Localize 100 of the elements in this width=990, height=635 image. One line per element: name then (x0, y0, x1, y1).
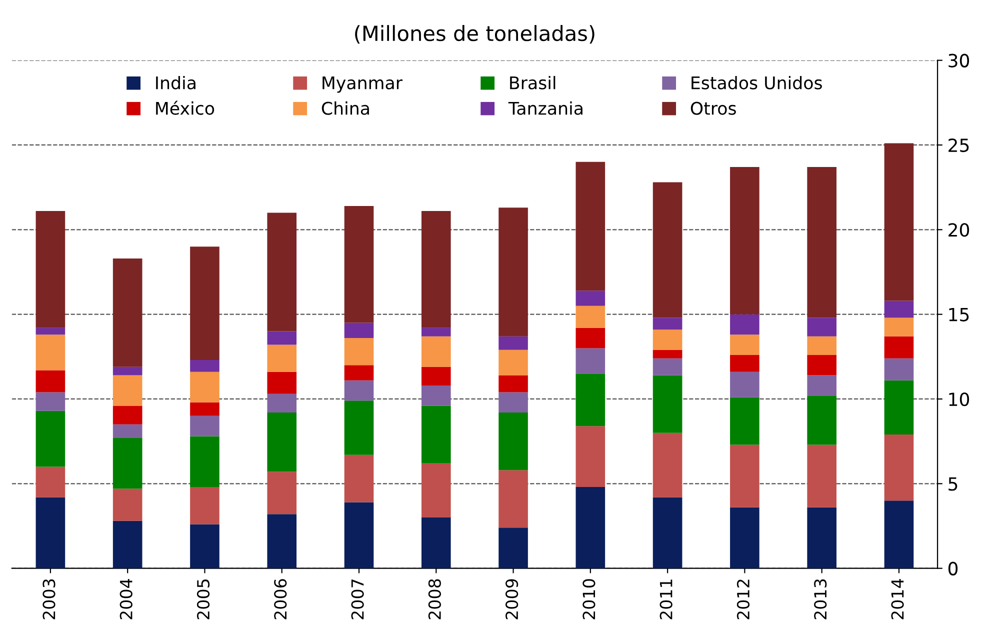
bar (884, 434, 914, 501)
x-tick-label: 2012 (736, 580, 750, 620)
bar (36, 328, 66, 335)
x-tick-label: 2004 (120, 578, 132, 620)
bar (421, 336, 451, 367)
bar (730, 372, 760, 398)
legend-label: Brasil (510, 76, 556, 90)
y-tick-label: 15 (949, 308, 969, 322)
bar (190, 436, 220, 488)
bar (344, 322, 374, 338)
bar (36, 334, 66, 370)
bar (884, 380, 914, 435)
bar (267, 212, 297, 332)
x-tick-label: 2011 (660, 580, 672, 620)
bar (421, 385, 451, 406)
bar (807, 444, 836, 508)
bar (576, 487, 606, 568)
bar (112, 488, 142, 521)
bar (884, 318, 914, 336)
bar (498, 336, 528, 350)
chart-title: (Millones de toneladas) (355, 25, 594, 44)
bar (730, 167, 760, 314)
x-tick-label: 2009 (506, 579, 518, 620)
bar (267, 372, 297, 394)
bar (576, 162, 606, 291)
bar (652, 358, 682, 376)
bar (344, 380, 374, 401)
bar (807, 396, 836, 445)
legend-label: China (322, 101, 369, 115)
y-tick-label: 10 (949, 392, 970, 406)
bar (730, 354, 760, 372)
bar (576, 328, 606, 348)
legend-label: Myanmar (322, 76, 403, 93)
bar (421, 406, 451, 464)
bar (498, 470, 528, 528)
bar (267, 514, 297, 568)
bar (730, 334, 760, 355)
bar (807, 336, 836, 355)
bar (344, 502, 374, 568)
bar (344, 400, 374, 455)
bar (267, 394, 297, 413)
y-tick-label: 30 (948, 54, 970, 68)
bar (112, 520, 142, 568)
bar (807, 507, 836, 568)
bar (190, 372, 220, 402)
bar (344, 338, 374, 366)
bar (36, 370, 66, 392)
bar (36, 466, 66, 498)
bar (884, 300, 914, 318)
bar (190, 246, 220, 360)
legend-label: Tanzania (508, 101, 582, 115)
bar (421, 518, 451, 568)
bar (112, 366, 142, 376)
bar (498, 208, 528, 336)
bar (421, 211, 451, 328)
bar (421, 463, 451, 518)
bar (190, 360, 220, 372)
bar (652, 318, 682, 330)
y-tick-label: 25 (948, 138, 969, 152)
bar (112, 258, 142, 367)
bar (576, 306, 606, 328)
bar (267, 472, 297, 514)
bar (36, 410, 66, 467)
bar (576, 426, 606, 488)
y-tick-label: 5 (948, 477, 958, 491)
bar (498, 392, 528, 413)
bar (652, 375, 682, 433)
y-tick-label: 20 (948, 223, 970, 237)
bar (36, 211, 66, 328)
bar (884, 358, 914, 380)
x-tick-label: 2007 (351, 579, 364, 620)
bar (807, 167, 836, 318)
bar (267, 344, 297, 372)
bar (421, 366, 451, 386)
bar (421, 328, 451, 336)
bar (652, 497, 682, 568)
bar (36, 392, 66, 411)
bar (807, 318, 836, 336)
bar (576, 374, 606, 426)
bar (652, 330, 682, 350)
bar (730, 507, 760, 568)
bar (190, 487, 220, 524)
bar (498, 375, 528, 392)
bar (190, 524, 220, 568)
bar (884, 336, 914, 358)
bar (884, 500, 914, 568)
bar (190, 416, 220, 436)
y-tick-label: 0 (948, 562, 958, 576)
bar (112, 438, 142, 489)
x-tick-label: 2008 (428, 579, 441, 620)
x-tick-label: 2005 (196, 580, 210, 620)
bar (36, 497, 66, 568)
bar (344, 365, 374, 380)
bar (807, 375, 836, 396)
bar (652, 350, 682, 358)
bar (652, 182, 682, 318)
bar (112, 424, 142, 438)
bar (344, 206, 374, 323)
bar (730, 314, 760, 335)
bar (652, 432, 682, 498)
